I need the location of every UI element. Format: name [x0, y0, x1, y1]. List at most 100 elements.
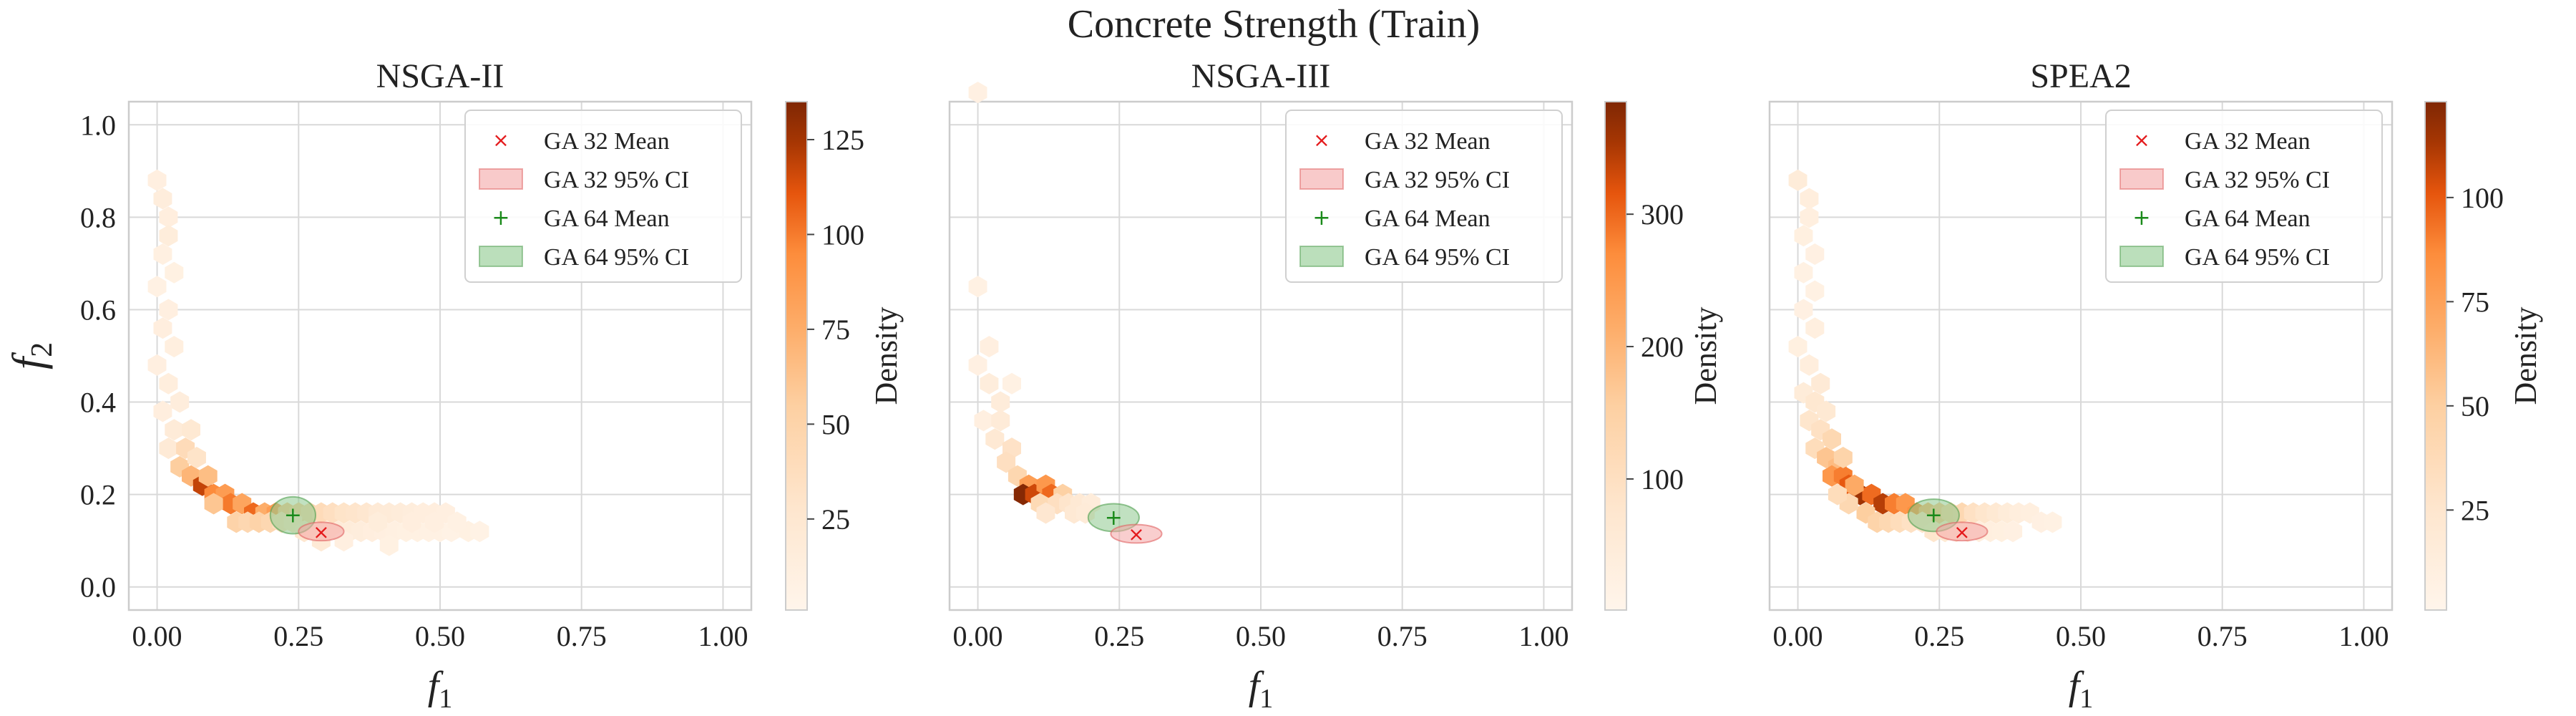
hexbin-0 — [968, 82, 987, 104]
hexbin-6 — [974, 410, 993, 432]
plot-frame — [1768, 100, 2394, 611]
hexbin-1 — [968, 276, 987, 298]
y-tick-label: 1.0 — [80, 109, 116, 141]
hexbin-57 — [1845, 474, 1864, 496]
legend-entry-label: GA 64 95% CI — [1365, 244, 1510, 271]
hexbin-72 — [447, 511, 467, 533]
legend-entry-label: GA 64 95% CI — [544, 244, 689, 271]
legend-entry-label: GA 64 Mean — [544, 205, 670, 232]
hexbin-14 — [1817, 400, 1836, 422]
hexbin-43 — [204, 493, 223, 515]
hexbin-13 — [153, 400, 172, 422]
colorbar-tick-label: 75 — [821, 314, 850, 346]
x-tick-label: 0.00 — [132, 620, 182, 652]
x-tick-label: 0.75 — [557, 620, 607, 652]
legend-ga64-ci-patch — [479, 246, 523, 267]
colorbar-label: Density — [2508, 307, 2543, 405]
legend-box — [464, 110, 742, 283]
x-tick-label: 0.50 — [1236, 620, 1286, 652]
ga32-ci-ellipse — [298, 521, 345, 542]
x-tick-label: 0.00 — [953, 620, 1003, 652]
hexbin-9 — [1788, 336, 1807, 358]
hexbin-10 — [147, 354, 167, 376]
legend-box — [2105, 110, 2383, 283]
legend-ga32-mean-marker: × — [2133, 128, 2150, 152]
hexbin-73 — [187, 447, 206, 468]
colorbar-tick-label: 300 — [1641, 198, 1684, 231]
legend-ga64-mean-marker: + — [492, 205, 509, 231]
y-tick-label: 0.4 — [80, 387, 116, 419]
y-tick-label: 0.6 — [80, 294, 116, 326]
hexbin-8 — [153, 317, 172, 339]
hexbin-2 — [980, 336, 999, 358]
x-axis-label: f1 — [1249, 664, 1274, 714]
colorbar-tick-label: 75 — [2461, 286, 2489, 318]
hexbin-3 — [968, 354, 987, 376]
legend-entry-label: GA 32 95% CI — [1365, 167, 1510, 193]
colorbar-tick-label: 100 — [1641, 463, 1684, 495]
ga64-mean-marker: + — [1925, 503, 1943, 528]
x-axis-label: f1 — [2069, 664, 2094, 714]
hexbin-3 — [1794, 225, 1813, 247]
hexbin-11 — [1811, 372, 1830, 395]
legend-ga64-ci-patch — [1299, 246, 1344, 267]
colorbar-tick-label: 100 — [2461, 182, 2504, 214]
x-tick-label: 1.00 — [698, 620, 748, 652]
legend-ga32-mean-marker: × — [1313, 128, 1330, 152]
legend-entry-label: GA 32 Mean — [2185, 128, 2311, 155]
hexbin-1 — [1800, 188, 1819, 210]
hexbin-12 — [170, 391, 190, 413]
hexbin-4 — [980, 372, 999, 395]
hexbin-8 — [1805, 317, 1825, 339]
x-tick-label: 0.75 — [1377, 620, 1428, 652]
hexbin-6 — [147, 276, 167, 298]
colorbar-tick-label: 125 — [821, 124, 864, 156]
hexbin-2 — [159, 206, 178, 228]
ga32-ci-ellipse — [1110, 523, 1163, 544]
legend-entry-label: GA 32 Mean — [544, 128, 670, 155]
x-axis-label: f1 — [428, 664, 453, 714]
x-tick-label: 0.25 — [1914, 620, 1964, 652]
hexbin-56 — [1833, 447, 1853, 468]
figure-title: Concrete Strength (Train) — [1068, 2, 1480, 47]
colorbar — [1604, 101, 1627, 611]
hexbin-71 — [425, 511, 444, 533]
panel-title: SPEA2 — [2030, 57, 2131, 95]
legend-ga64-mean-marker: + — [1312, 205, 1330, 231]
hexbin-7 — [159, 299, 178, 321]
ga64-mean-marker: + — [1105, 505, 1123, 531]
legend-ga32-ci-patch — [2119, 168, 2164, 190]
x-tick-label: 0.75 — [2197, 620, 2248, 652]
hexbin-14 — [165, 419, 184, 441]
legend-ga64-ci-patch — [2119, 246, 2164, 267]
colorbar-label: Density — [869, 307, 904, 405]
legend-ga64-mean-marker: + — [2132, 205, 2150, 231]
colorbar-tick-label: 200 — [1641, 331, 1684, 363]
hexbin-1 — [153, 188, 172, 210]
hexbin-11 — [159, 372, 178, 395]
colorbar-tick-label: 50 — [2461, 390, 2489, 422]
colorbar-tick-label: 25 — [821, 503, 850, 536]
hexbin-15 — [182, 419, 200, 441]
ga32-mean-marker: × — [313, 520, 329, 543]
hexbin-0 — [1788, 169, 1807, 191]
panel-title: NSGA-III — [1191, 57, 1331, 95]
legend-entry-label: GA 64 Mean — [1365, 205, 1491, 232]
hexbin-5 — [991, 391, 1010, 413]
colorbar-label: Density — [1688, 307, 1723, 405]
legend-box — [1285, 110, 1563, 283]
x-tick-label: 1.00 — [1518, 620, 1568, 652]
panel-title: NSGA-II — [376, 57, 504, 95]
legend-entry-label: GA 64 95% CI — [2185, 244, 2330, 271]
hexbin-11 — [997, 451, 1016, 473]
x-tick-label: 0.25 — [273, 620, 323, 652]
hexbin-10 — [1800, 354, 1819, 376]
legend-ga32-mean-marker: × — [492, 128, 509, 152]
y-tick-label: 0.2 — [80, 479, 116, 511]
y-axis-label: f2 — [4, 342, 59, 369]
plot-frame — [127, 100, 753, 611]
hexbin-65 — [470, 521, 489, 543]
colorbar-tick-label: 100 — [821, 218, 864, 251]
colorbar-tick-label: 50 — [821, 408, 850, 440]
